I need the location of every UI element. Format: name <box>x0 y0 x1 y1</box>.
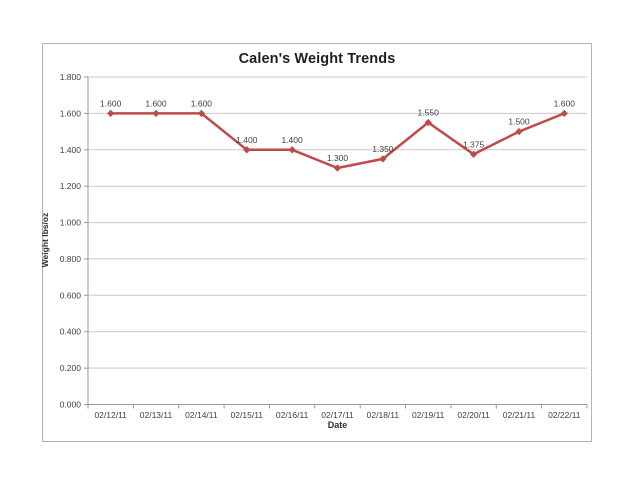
x-tick-label: 02/17/11 <box>321 410 354 420</box>
data-point-marker <box>469 150 478 159</box>
y-tick-label: 0.000 <box>60 400 82 410</box>
x-tick-label: 02/14/11 <box>185 410 218 420</box>
y-tick-label: 0.600 <box>60 290 82 300</box>
y-tick-label: 1.400 <box>60 145 82 155</box>
x-tick-label: 02/19/11 <box>412 410 445 420</box>
y-tick-label: 1.200 <box>60 181 82 191</box>
x-tick-label: 02/13/11 <box>140 410 173 420</box>
x-tick-label: 02/18/11 <box>367 410 400 420</box>
data-point-marker <box>379 155 387 163</box>
data-point-label: 1.300 <box>327 153 349 163</box>
data-point-label: 1.600 <box>191 98 213 108</box>
y-tick-label: 1.000 <box>60 218 82 228</box>
data-point-marker <box>106 109 115 118</box>
y-tick-label: 0.400 <box>60 327 82 337</box>
y-tick-label: 1.600 <box>60 108 82 118</box>
y-tick-label: 1.800 <box>60 72 82 82</box>
data-point-label: 1.600 <box>100 98 122 108</box>
x-tick-label: 02/12/11 <box>94 410 127 420</box>
x-tick-label: 02/16/11 <box>276 410 309 420</box>
y-tick-label: 0.800 <box>60 254 82 264</box>
chart-title: Calen's Weight Trends <box>238 51 396 67</box>
data-point-label: 1.400 <box>281 135 303 145</box>
data-point-marker <box>333 164 342 172</box>
x-tick-label: 02/21/11 <box>503 410 536 420</box>
data-point-label: 1.350 <box>372 144 394 154</box>
data-point-label: 1.500 <box>508 117 530 127</box>
data-point-marker <box>560 109 569 118</box>
x-tick-label: 02/22/11 <box>548 410 581 420</box>
data-point-label: 1.600 <box>554 98 576 108</box>
data-point-marker <box>515 127 523 136</box>
x-axis-title: Date <box>327 420 348 430</box>
data-point-label: 1.400 <box>236 135 258 145</box>
data-point-label: 1.600 <box>145 98 167 108</box>
chart-frame: Calen's Weight Trends <box>42 43 592 442</box>
x-tick-label: 02/20/11 <box>457 410 490 420</box>
data-point-label: 1.375 <box>463 139 485 149</box>
y-tick-label: 0.200 <box>60 363 82 373</box>
data-point-marker <box>424 118 432 127</box>
data-point-marker <box>197 109 206 118</box>
x-tick-label: 02/15/11 <box>231 410 264 420</box>
data-point-marker <box>152 109 160 118</box>
data-point-marker <box>288 146 296 154</box>
data-point-label: 1.550 <box>418 108 440 118</box>
data-point-marker <box>243 146 251 154</box>
